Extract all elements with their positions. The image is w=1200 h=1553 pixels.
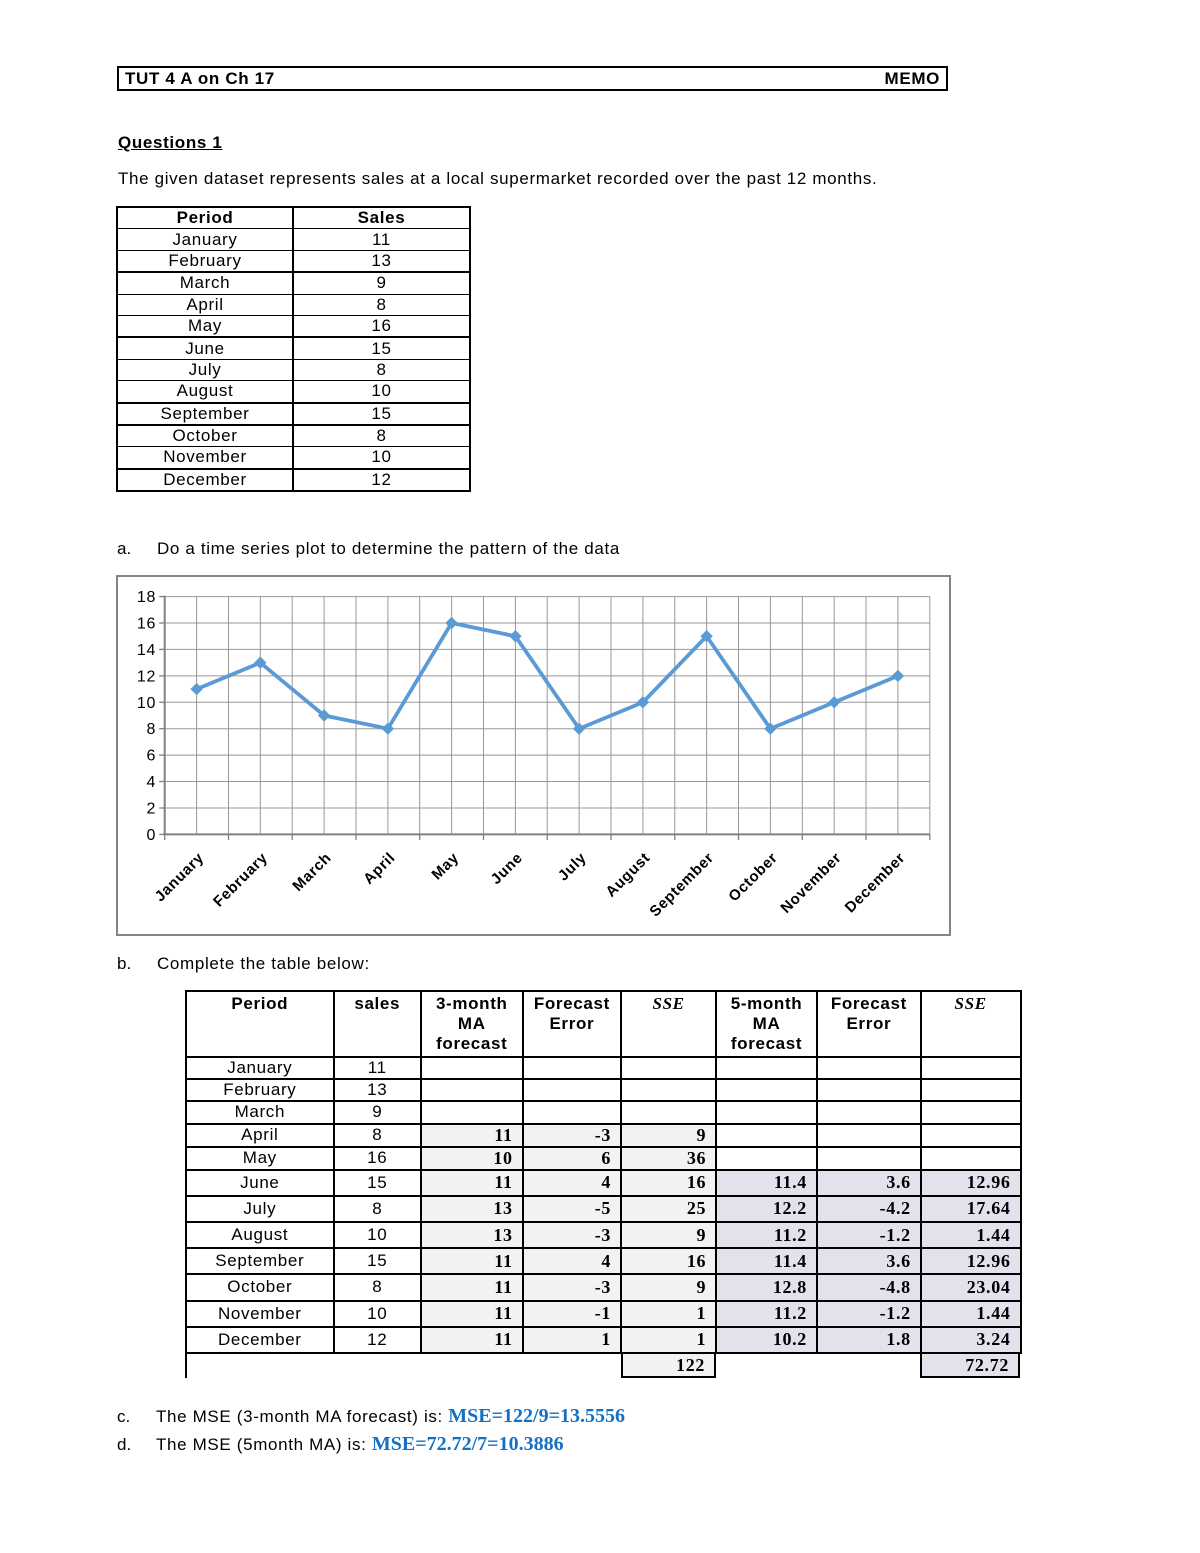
svg-text:April: April xyxy=(360,849,398,887)
svg-text:August: August xyxy=(602,849,653,900)
svg-text:February: February xyxy=(210,849,271,910)
svg-text:2: 2 xyxy=(146,801,156,818)
svg-text:January: January xyxy=(152,849,208,905)
svg-text:18: 18 xyxy=(137,589,156,606)
svg-text:4: 4 xyxy=(146,774,156,791)
svg-text:10: 10 xyxy=(137,695,156,712)
svg-text:16: 16 xyxy=(137,616,156,633)
svg-text:0: 0 xyxy=(146,827,156,844)
svg-text:September: September xyxy=(646,849,717,920)
svg-text:8: 8 xyxy=(146,721,156,738)
svg-text:October: October xyxy=(725,849,781,905)
svg-text:December: December xyxy=(842,849,909,916)
svg-text:June: June xyxy=(488,849,527,888)
svg-text:14: 14 xyxy=(137,642,156,659)
svg-text:6: 6 xyxy=(146,748,156,765)
svg-text:November: November xyxy=(777,849,845,917)
svg-text:12: 12 xyxy=(137,668,156,685)
svg-text:May: May xyxy=(428,849,462,883)
svg-text:March: March xyxy=(289,849,335,895)
svg-text:July: July xyxy=(555,849,590,884)
